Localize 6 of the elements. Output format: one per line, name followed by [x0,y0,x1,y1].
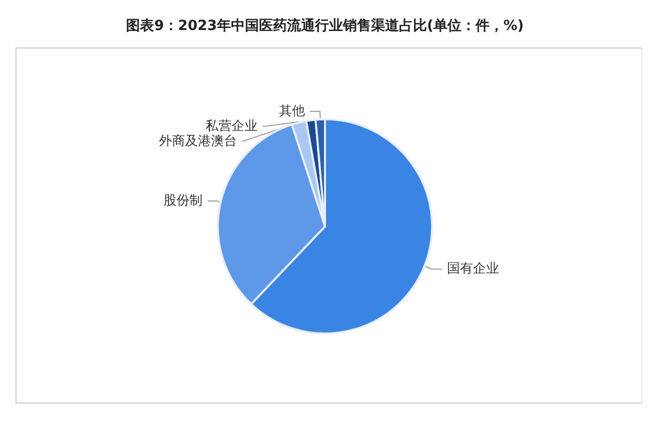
slice-label: 外商及港澳台 [159,134,238,149]
chart-title: 图表9：2023年中国医药流通行业销售渠道占比(单位：件，%) [126,17,524,34]
slice-label: 国有企业 [446,262,499,277]
slice-label: 股份制 [164,193,203,208]
slice-label: 其他 [278,104,305,119]
slice-label: 私营企业 [205,118,258,134]
